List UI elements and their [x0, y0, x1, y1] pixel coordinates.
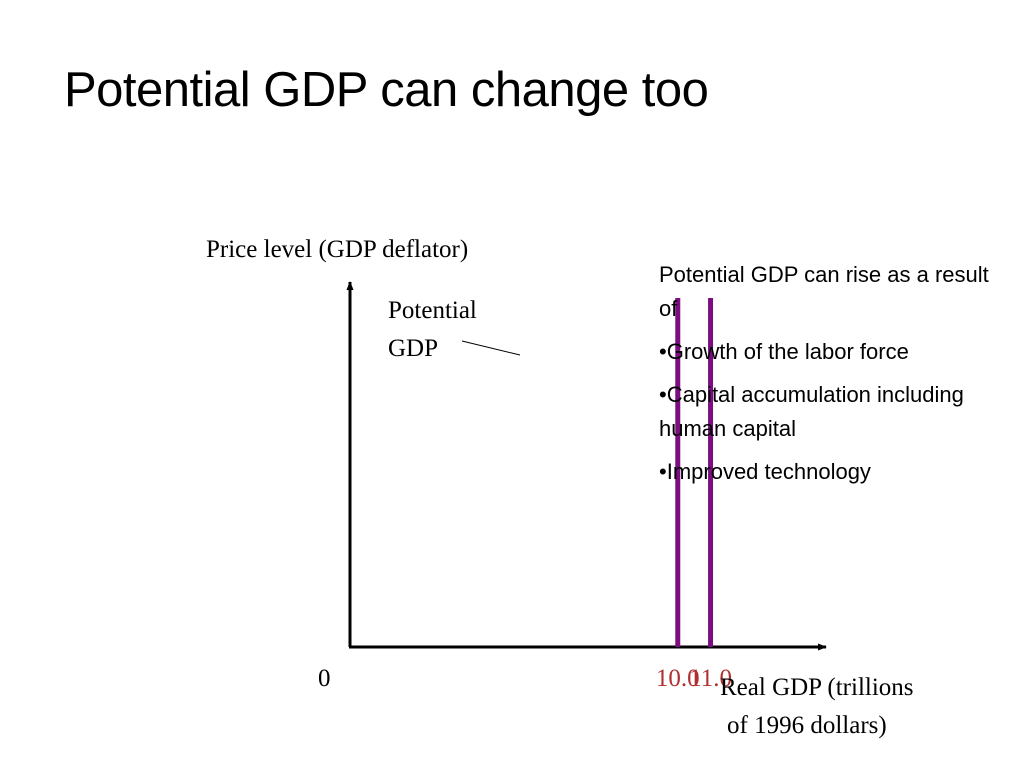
notes-panel: Potential GDP can rise as a result of •G…	[659, 258, 989, 498]
notes-bullet: •Growth of the labor force	[659, 339, 909, 364]
annotation-line-1: Potential	[388, 297, 477, 324]
x-axis-label-line-2: of 1996 dollars)	[727, 712, 887, 739]
x-tick-label: 11.0	[689, 665, 732, 692]
notes-bullet: •Improved technology	[659, 459, 871, 484]
notes-intro: Potential GDP can rise as a result of	[659, 262, 989, 321]
notes-bullet: •Capital accumulation including human ca…	[659, 382, 964, 441]
slide-title: Potential GDP can change too	[64, 63, 709, 117]
y-axis-label: Price level (GDP deflator)	[206, 236, 468, 263]
x-tick-label: 10.0	[656, 665, 700, 692]
series-group: 10.011.0	[656, 298, 732, 692]
x-axis-label-line-1: Real GDP (trillions	[720, 674, 914, 701]
annotation-pointer	[461, 340, 521, 356]
annotation-line-2: GDP	[388, 335, 438, 362]
origin-label: 0	[318, 665, 331, 692]
